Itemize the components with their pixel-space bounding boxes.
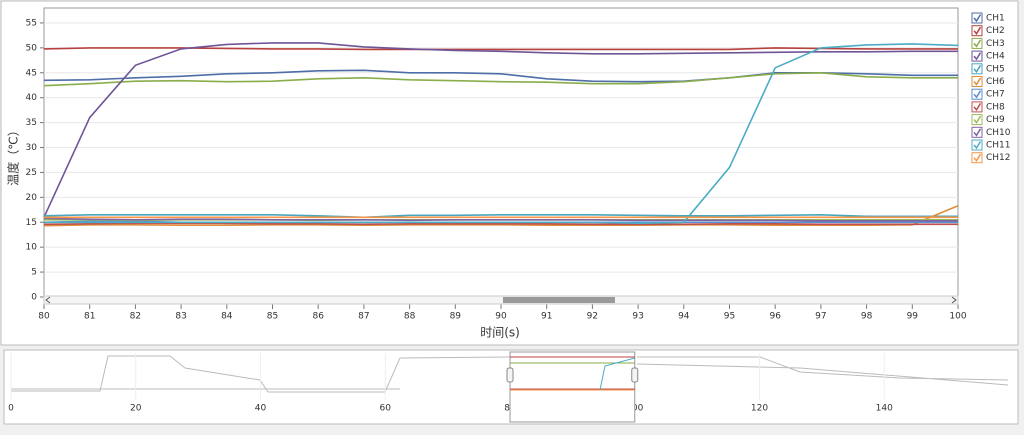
navigator-tick-label: 40	[255, 404, 267, 414]
legend-checkbox[interactable]	[971, 12, 983, 24]
x-tick-label: 82	[130, 312, 141, 322]
scrollbar[interactable]	[43, 295, 959, 305]
legend-check[interactable]	[973, 128, 982, 137]
legend-check[interactable]	[973, 153, 982, 162]
series-line	[43, 71, 958, 87]
legend-check[interactable]	[973, 141, 982, 150]
legend-check[interactable]	[973, 39, 982, 48]
scroll-track[interactable]	[43, 295, 959, 305]
series-line	[43, 42, 958, 218]
x-tick-label: 84	[221, 312, 233, 322]
x-tick-label: 100	[949, 312, 966, 322]
legend-check[interactable]	[973, 103, 982, 112]
x-tick-label: 99	[907, 312, 919, 322]
legend-label[interactable]: CH7	[986, 90, 1005, 100]
y-tick-label: 50	[26, 43, 38, 53]
y-tick-label: 0	[31, 293, 37, 303]
x-tick-label: 85	[267, 312, 278, 322]
y-tick-label: 45	[26, 68, 37, 78]
y-tick-label: 35	[26, 118, 37, 128]
legend-checkbox[interactable]	[971, 139, 983, 151]
navigator-handle[interactable]	[506, 367, 514, 383]
legend-check[interactable]	[973, 26, 982, 35]
x-tick-label: 83	[175, 312, 186, 322]
x-tick-label: 92	[587, 312, 598, 322]
legend-checkbox[interactable]	[971, 88, 983, 100]
y-tick-label: 40	[26, 93, 38, 103]
x-tick-label: 96	[769, 312, 781, 322]
y-tick-label: 15	[26, 218, 37, 228]
legend-label[interactable]: CH9	[986, 115, 1005, 125]
y-tick-label: 25	[26, 168, 37, 178]
x-axis-title: 时间(s)	[480, 326, 520, 340]
legend-check[interactable]	[973, 64, 982, 74]
x-tick-label: 95	[724, 312, 735, 322]
x-tick-label: 93	[632, 312, 643, 322]
legend-check[interactable]	[973, 115, 982, 124]
x-tick-label: 97	[815, 312, 826, 322]
y-tick-label: 10	[26, 243, 38, 253]
legend-checkbox[interactable]	[971, 152, 983, 164]
x-tick-label: 94	[678, 312, 690, 322]
x-tick-label: 87	[358, 312, 369, 322]
legend-label[interactable]: CH8	[986, 102, 1005, 112]
x-tick-label: 98	[861, 312, 873, 322]
legend-check[interactable]	[973, 14, 982, 23]
legend-label[interactable]: CH6	[986, 77, 1005, 87]
x-tick-label: 81	[84, 312, 95, 322]
y-tick-label: 5	[31, 268, 37, 278]
x-tick-label: 86	[312, 312, 324, 322]
navigator-tick-label: 140	[876, 404, 893, 414]
x-tick-label: 91	[541, 312, 552, 322]
legend-label[interactable]: CH5	[986, 64, 1005, 74]
legend-checkbox[interactable]	[971, 76, 983, 87]
navigator[interactable]: 020406080100120140	[8, 351, 1009, 423]
y-tick-label: 30	[26, 143, 38, 153]
legend-label[interactable]: CH10	[986, 128, 1011, 138]
scroll-thumb[interactable]	[503, 297, 615, 303]
y-tick-label: 55	[26, 18, 37, 28]
navigator-handle[interactable]	[631, 367, 639, 383]
plot-area	[43, 7, 959, 305]
x-tick-label: 89	[450, 312, 462, 322]
series-line	[43, 213, 958, 219]
legend-checkbox[interactable]	[971, 63, 983, 75]
overview-trace	[11, 355, 1009, 393]
navigator-tick-label: 120	[751, 404, 768, 414]
series-line	[43, 205, 959, 227]
legend-label[interactable]: CH12	[986, 153, 1011, 163]
series-line	[44, 43, 959, 225]
navigator-tick-label: 0	[8, 404, 14, 414]
legend-checkbox[interactable]	[971, 114, 983, 126]
x-tick-label: 80	[38, 312, 50, 322]
y-tick-label: 20	[26, 193, 38, 203]
legend-label[interactable]: CH4	[986, 52, 1005, 62]
legend-label[interactable]: CH3	[986, 39, 1005, 49]
legend-checkbox[interactable]	[971, 25, 983, 37]
window-trace	[599, 357, 635, 391]
series-line	[43, 217, 958, 222]
legend-label[interactable]: CH2	[986, 26, 1005, 36]
legend-label[interactable]: CH1	[986, 14, 1005, 24]
legend-label[interactable]: CH11	[986, 141, 1011, 151]
legend-checkbox[interactable]	[971, 101, 983, 113]
legend-checkbox[interactable]	[971, 37, 983, 49]
legend-checkbox[interactable]	[971, 126, 983, 138]
navigator-tick-label: 20	[130, 404, 142, 414]
series-line	[43, 222, 958, 226]
legend-checkbox[interactable]	[971, 50, 983, 62]
navigator-tick-label: 60	[380, 404, 392, 414]
x-tick-label: 88	[404, 312, 416, 322]
legend-check[interactable]	[973, 90, 982, 99]
legend-check[interactable]	[973, 77, 982, 86]
x-tick-label: 90	[495, 312, 507, 322]
legend-check[interactable]	[973, 52, 982, 61]
scroll-arrows[interactable]	[45, 296, 957, 304]
y-axis-title: 温度（℃）	[6, 124, 21, 185]
